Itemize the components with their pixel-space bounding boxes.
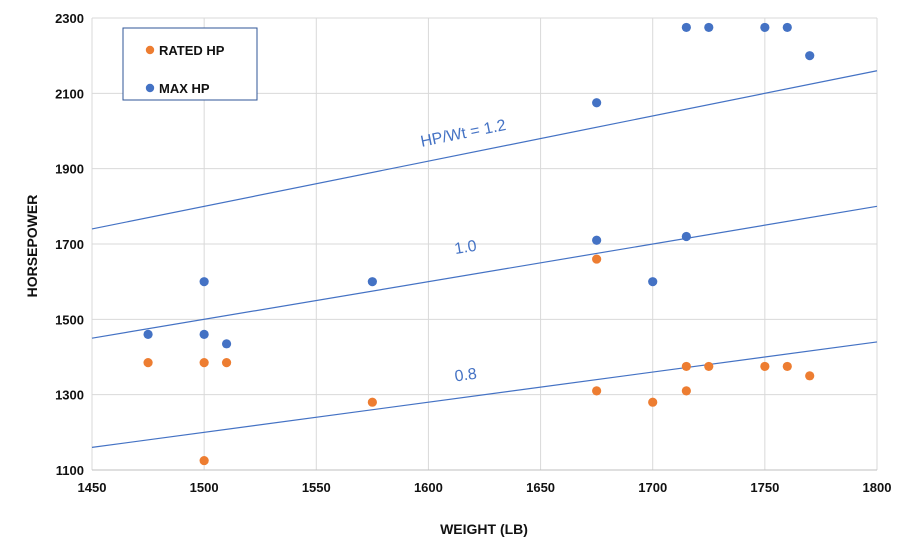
y-tick-label: 1900 bbox=[55, 162, 84, 177]
legend-label-rated-hp: RATED HP bbox=[159, 43, 225, 58]
rated-hp-point bbox=[805, 371, 815, 381]
x-tick-label: 1750 bbox=[750, 480, 779, 495]
rated-hp-point bbox=[199, 358, 209, 368]
rated-hp-point bbox=[782, 361, 792, 372]
max-hp-point bbox=[592, 235, 602, 245]
legend: RATED HP MAX HP bbox=[122, 27, 258, 101]
max-hp-point bbox=[805, 51, 815, 61]
tick-labels: 1450 1500 1550 1600 1650 1700 1750 1800 1100 1300… bbox=[55, 11, 891, 495]
legend-label-max-hp: MAX HP bbox=[159, 81, 210, 96]
rated-hp-point bbox=[199, 455, 209, 466]
y-tick-label: 1700 bbox=[55, 237, 84, 252]
rated-hp-point bbox=[592, 386, 602, 396]
legend-box bbox=[122, 27, 258, 101]
rated-hp-point bbox=[704, 361, 714, 372]
max-hp-point bbox=[221, 339, 232, 349]
max-hp-point bbox=[143, 329, 153, 339]
rated-hp-point bbox=[760, 361, 770, 372]
rated-hp-point bbox=[592, 254, 602, 264]
y-tick-label: 1100 bbox=[56, 463, 84, 478]
max-hp-point bbox=[681, 231, 691, 242]
reference-line bbox=[91, 205, 878, 339]
x-tick-label: 1700 bbox=[638, 480, 667, 495]
x-tick-label: 1550 bbox=[302, 480, 331, 495]
rated-hp-point bbox=[681, 386, 691, 396]
legend-marker-rated-hp bbox=[145, 45, 155, 55]
max-hp-point bbox=[760, 22, 770, 33]
x-tick-label: 1650 bbox=[526, 480, 555, 495]
max-hp-point bbox=[782, 22, 792, 33]
rated-hp-point bbox=[221, 358, 232, 368]
y-tick-label: 2300 bbox=[55, 11, 84, 26]
y-tick-label: 1500 bbox=[55, 312, 84, 327]
max-hp-point bbox=[367, 277, 377, 287]
x-tick-label: 1800 bbox=[863, 480, 892, 495]
reference-line-label: 0.8 bbox=[454, 366, 478, 386]
y-tick-label: 1300 bbox=[55, 388, 84, 403]
max-hp-point bbox=[199, 277, 209, 287]
x-axis-title: WEIGHT (LB) bbox=[440, 521, 528, 537]
max-hp-point bbox=[199, 329, 209, 339]
x-tick-label: 1500 bbox=[190, 480, 219, 495]
y-axis-title: HORSEPOWER bbox=[24, 195, 40, 298]
data-points bbox=[143, 22, 815, 466]
rated-hp-point bbox=[648, 397, 658, 407]
legend-marker-max-hp bbox=[145, 83, 155, 93]
max-hp-point bbox=[704, 22, 714, 33]
x-tick-label: 1450 bbox=[78, 480, 107, 495]
x-tick-label: 1600 bbox=[414, 480, 443, 495]
max-hp-point bbox=[648, 277, 658, 287]
reference-line-label: HP/Wt = 1.2 bbox=[419, 117, 507, 151]
max-hp-point bbox=[681, 22, 691, 33]
rated-hp-point bbox=[681, 361, 691, 372]
reference-line-label: 1.0 bbox=[453, 238, 478, 258]
max-hp-point bbox=[592, 98, 602, 108]
reference-line bbox=[91, 341, 878, 448]
rated-hp-point bbox=[143, 358, 153, 368]
rated-hp-point bbox=[367, 397, 377, 407]
y-tick-label: 2100 bbox=[55, 86, 84, 101]
reference-lines: 0.8 1.0 HP/Wt = 1.2 bbox=[91, 70, 878, 448]
reference-line bbox=[91, 70, 878, 230]
